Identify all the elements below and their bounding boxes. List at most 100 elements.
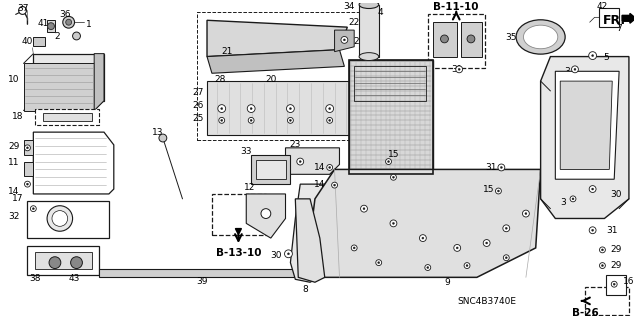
Polygon shape — [295, 199, 324, 282]
Polygon shape — [349, 60, 433, 174]
Circle shape — [392, 222, 394, 224]
Circle shape — [376, 260, 381, 266]
Circle shape — [287, 117, 293, 123]
Text: 21: 21 — [221, 47, 232, 56]
Circle shape — [332, 182, 337, 188]
Circle shape — [297, 158, 303, 165]
Circle shape — [326, 165, 333, 170]
Text: SNC4B3740E: SNC4B3740E — [457, 297, 516, 306]
Polygon shape — [24, 161, 33, 176]
Text: 30: 30 — [611, 190, 622, 199]
Text: 33: 33 — [241, 147, 252, 156]
Text: 29: 29 — [611, 245, 622, 254]
Polygon shape — [94, 54, 104, 111]
Circle shape — [503, 255, 509, 261]
Text: 13: 13 — [152, 128, 164, 137]
Polygon shape — [24, 140, 33, 155]
Text: 41: 41 — [38, 19, 49, 28]
Polygon shape — [335, 30, 354, 52]
Circle shape — [589, 52, 596, 60]
Circle shape — [611, 281, 617, 287]
Ellipse shape — [359, 1, 379, 9]
Ellipse shape — [524, 25, 558, 49]
Circle shape — [506, 257, 508, 259]
Circle shape — [333, 184, 335, 186]
Text: FR.: FR. — [603, 14, 626, 27]
Text: 8: 8 — [302, 285, 308, 293]
Circle shape — [329, 167, 331, 168]
Circle shape — [613, 283, 615, 285]
Circle shape — [466, 264, 468, 267]
Circle shape — [221, 108, 223, 109]
Circle shape — [495, 188, 501, 194]
Circle shape — [497, 190, 499, 192]
Circle shape — [33, 208, 35, 210]
Polygon shape — [43, 113, 92, 121]
Text: 4: 4 — [378, 8, 383, 17]
Polygon shape — [33, 54, 104, 101]
Polygon shape — [207, 50, 344, 73]
Circle shape — [589, 186, 596, 192]
Text: 39: 39 — [196, 277, 208, 286]
Circle shape — [456, 247, 458, 249]
Circle shape — [483, 240, 490, 247]
Circle shape — [392, 176, 394, 178]
Circle shape — [500, 167, 502, 168]
Text: 23: 23 — [290, 140, 301, 149]
Circle shape — [522, 210, 529, 217]
Bar — [197, 12, 369, 140]
Circle shape — [326, 117, 333, 123]
Text: 31: 31 — [451, 65, 463, 74]
Polygon shape — [24, 63, 94, 111]
Polygon shape — [207, 20, 348, 56]
Circle shape — [47, 23, 54, 30]
Polygon shape — [99, 270, 310, 277]
Text: 35: 35 — [506, 33, 517, 42]
Polygon shape — [35, 252, 92, 270]
Polygon shape — [47, 20, 55, 32]
Polygon shape — [28, 201, 109, 238]
Circle shape — [456, 66, 463, 73]
Text: 24: 24 — [353, 37, 365, 46]
Circle shape — [388, 160, 390, 163]
Circle shape — [341, 36, 348, 43]
Text: 36: 36 — [59, 10, 70, 19]
Circle shape — [287, 105, 294, 113]
Text: 28: 28 — [214, 75, 225, 84]
Circle shape — [329, 119, 331, 121]
Polygon shape — [433, 22, 457, 56]
Circle shape — [72, 32, 81, 40]
Text: B-13-10: B-13-10 — [216, 248, 261, 258]
Circle shape — [47, 206, 72, 231]
Text: 43: 43 — [69, 274, 80, 283]
Polygon shape — [251, 155, 291, 184]
Text: 1: 1 — [86, 20, 92, 29]
Polygon shape — [246, 194, 285, 238]
Text: 5: 5 — [604, 53, 609, 62]
Circle shape — [221, 119, 223, 121]
Polygon shape — [541, 56, 629, 219]
Circle shape — [498, 164, 505, 171]
Circle shape — [440, 35, 449, 43]
Text: 15: 15 — [483, 184, 494, 194]
FancyArrow shape — [622, 13, 636, 23]
Polygon shape — [256, 160, 285, 179]
Circle shape — [464, 263, 470, 269]
Bar — [212, 194, 266, 235]
Circle shape — [26, 183, 28, 185]
Circle shape — [344, 39, 346, 41]
Circle shape — [219, 117, 225, 123]
Circle shape — [486, 242, 488, 244]
Polygon shape — [28, 246, 99, 275]
Text: 22: 22 — [349, 18, 360, 27]
Circle shape — [363, 208, 365, 210]
Text: 27: 27 — [193, 88, 204, 97]
Circle shape — [248, 117, 254, 123]
Circle shape — [24, 145, 30, 151]
Text: 15: 15 — [388, 150, 399, 159]
Text: 10: 10 — [8, 75, 19, 84]
Bar — [428, 14, 484, 68]
Circle shape — [570, 196, 576, 202]
Text: B-26: B-26 — [572, 308, 599, 318]
Text: 14: 14 — [314, 163, 326, 172]
